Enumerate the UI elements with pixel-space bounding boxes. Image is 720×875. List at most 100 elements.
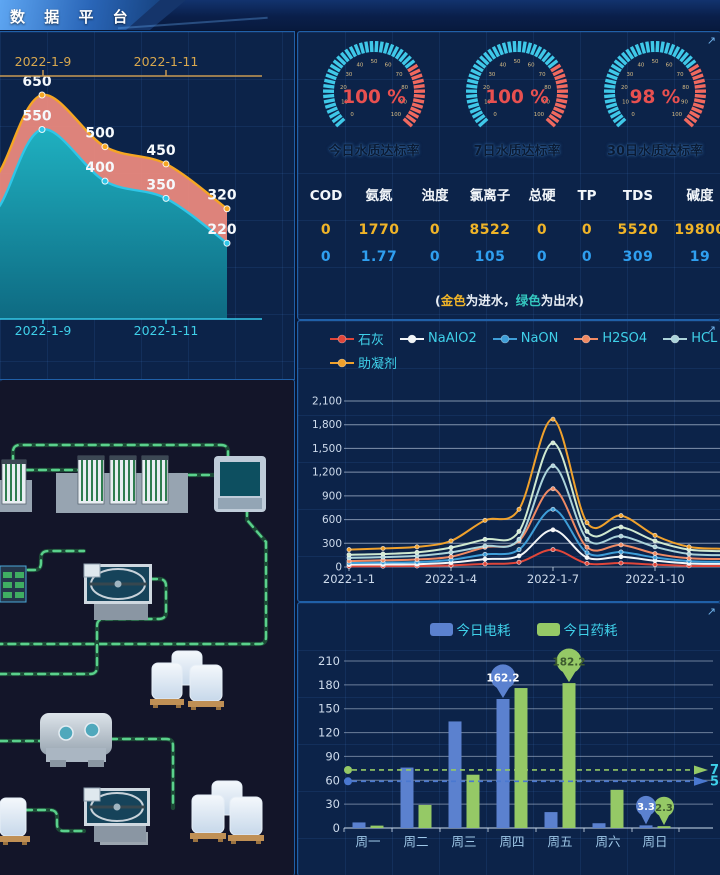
pallet (228, 835, 264, 841)
svg-text:500: 500 (85, 126, 114, 142)
note-open: ( (435, 293, 441, 308)
legend-marker-icon (663, 334, 688, 343)
svg-text:20: 20 (483, 85, 490, 91)
svg-text:180: 180 (318, 678, 340, 692)
svg-text:0: 0 (350, 112, 354, 118)
svg-text:60: 60 (528, 62, 535, 68)
panel-process-diagram (0, 379, 295, 875)
legend-label: 今日电耗 (456, 623, 511, 639)
chemical-bag (191, 794, 225, 834)
svg-text:2022-1-7: 2022-1-7 (527, 572, 579, 586)
legend-swatch-icon (429, 622, 453, 636)
svg-text:周日: 周日 (642, 834, 667, 849)
table-cell: 309 (622, 248, 654, 265)
svg-text:100 %: 100 % (342, 87, 406, 108)
svg-text:90: 90 (400, 100, 407, 106)
note-mid: 为进水， (465, 293, 516, 308)
svg-text:100: 100 (534, 112, 545, 118)
svg-text:40: 40 (499, 62, 506, 68)
svg-text:350: 350 (146, 177, 175, 193)
chemical-usage-line-chart: 0 300 600 900 1,200 1,500 1,800 2,100 2022-1-1 20… (312, 396, 720, 586)
legend-row: 石灰NaAlO2NaONH2SO4HCLNaCLO (330, 329, 720, 348)
clarifier (83, 787, 150, 842)
svg-text:2.3: 2.3 (655, 803, 673, 814)
gauge-label: 7日水质达标率 (473, 144, 561, 159)
svg-text:周二: 周二 (403, 834, 428, 849)
svg-text:50: 50 (371, 59, 378, 65)
svg-text:20: 20 (621, 85, 628, 91)
expand-icon[interactable]: ↗ (706, 34, 716, 47)
legend-label: H2SO4 (602, 331, 648, 346)
legend-item[interactable]: H2SO4 (574, 331, 647, 346)
gauge: 010 20 30 40 50 60 70 80 90 100 98 % (603, 40, 707, 128)
legend-item[interactable]: 今日电耗 (429, 619, 511, 639)
panel-chemical-usage: ↗ 石灰NaAlO2NaONH2SO4HCLNaCLO助凝剂 030060090… (297, 320, 720, 602)
svg-text:50: 50 (652, 59, 659, 65)
svg-text:1,800: 1,800 (312, 419, 342, 431)
svg-text:100: 100 (672, 112, 683, 118)
table-cell: 0 (429, 248, 441, 265)
legend-item[interactable]: HCL (663, 331, 717, 346)
legend-item[interactable]: NaAlO2 (400, 331, 477, 346)
pallet (190, 833, 226, 839)
svg-text:80: 80 (544, 85, 551, 91)
legend-item[interactable]: 今日药耗 (536, 619, 618, 639)
legend-item[interactable]: 石灰 (330, 329, 384, 348)
svg-text:50: 50 (514, 59, 521, 65)
svg-text:40: 40 (637, 62, 644, 68)
svg-text:周四: 周四 (499, 834, 524, 849)
table-header-cell: 浊度 (421, 188, 449, 204)
svg-text:550: 550 (22, 108, 51, 124)
belt-press-machine (40, 713, 112, 767)
table-cell: 8522 (469, 221, 511, 238)
svg-text:0: 0 (631, 112, 635, 118)
svg-text:210: 210 (318, 654, 340, 668)
svg-text:10: 10 (622, 100, 629, 106)
bar-chart-legend: 今日电耗 今日药耗 (326, 619, 720, 639)
svg-text:1,500: 1,500 (312, 443, 342, 455)
legend-marker-icon (574, 334, 599, 343)
svg-text:300: 300 (322, 538, 342, 550)
svg-text:2022-1-1: 2022-1-1 (323, 572, 375, 586)
table-cell: 5520 (617, 221, 659, 238)
note-green-word: 绿色 (515, 293, 541, 308)
page-title: 数 据 平 台 (10, 8, 135, 26)
legend-label: 石灰 (358, 333, 385, 348)
svg-text:10: 10 (341, 100, 348, 106)
svg-text:90: 90 (543, 100, 550, 106)
svg-text:2022-1-10: 2022-1-10 (625, 572, 685, 586)
table-cell: 0 (320, 248, 332, 265)
svg-text:0: 0 (493, 112, 497, 118)
svg-text:60: 60 (325, 773, 340, 787)
clear-water-tank (214, 456, 266, 512)
table-header-cell: 碱度 (686, 188, 714, 204)
legend-label: NaON (520, 331, 559, 346)
svg-text:162.2: 162.2 (486, 672, 519, 684)
svg-text:2022-1-9: 2022-1-9 (15, 323, 72, 338)
expand-icon[interactable]: ↗ (706, 605, 716, 618)
legend-item[interactable]: NaON (492, 331, 559, 346)
legend-item[interactable]: 助凝剂 (330, 353, 397, 372)
header-bar: 数 据 平 台 (0, 0, 720, 36)
svg-text:70: 70 (396, 72, 403, 78)
svg-text:3.3: 3.3 (637, 802, 655, 813)
svg-text:0: 0 (335, 562, 342, 574)
svg-text:2,100: 2,100 (312, 396, 342, 408)
expand-icon[interactable]: ↗ (706, 323, 716, 336)
inflow-outflow-area-chart: 650 500 450 320 550 400 350 220 2022-1-9 2022-1-1… (0, 54, 262, 338)
svg-text:120: 120 (318, 726, 340, 740)
daily-consumption-bar-chart: 0 30 60 90 120 150 180 210 周一 周二 周三 周四 周五 周六 周日 72.9758… (318, 648, 720, 849)
svg-text:650: 650 (22, 74, 51, 90)
table-note: (金色为进水，绿色为出水) (298, 290, 720, 309)
panel-water-quality: ↗ 0 10 20 30 40 50 60 70 80 90 100 100 % 0 10 20 30 40 50… (297, 31, 720, 320)
table-header-cell: 氨氮 (365, 188, 393, 204)
chemical-bag (189, 664, 223, 702)
svg-text:320: 320 (207, 188, 236, 204)
legend-label: HCL (691, 331, 718, 346)
gauge-label: 今日水质达标率 (328, 144, 420, 159)
equipment (0, 455, 266, 845)
svg-text:100 %: 100 % (485, 87, 549, 108)
pallet (0, 836, 30, 842)
